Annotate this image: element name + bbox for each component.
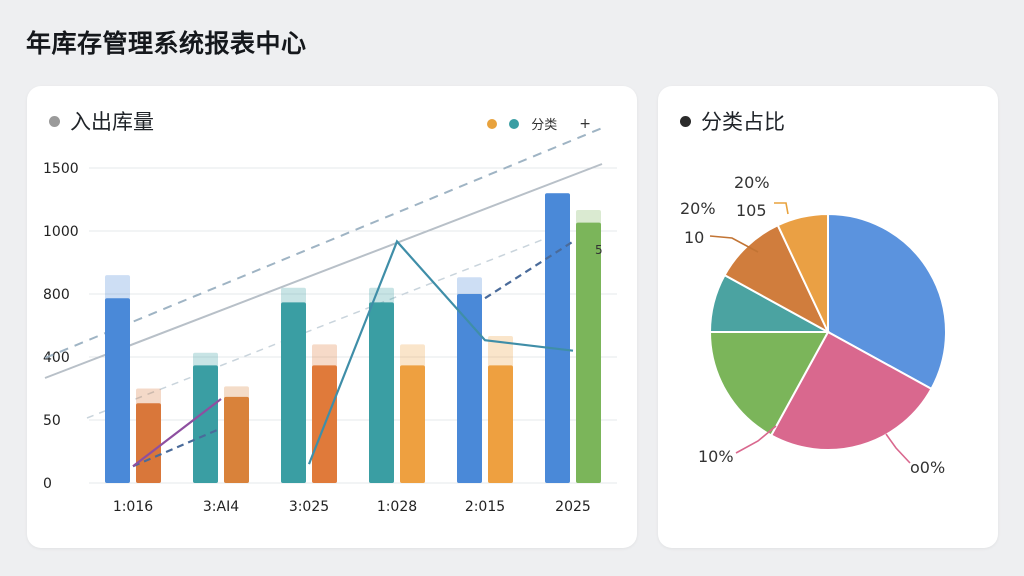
y-tick-label: 800	[43, 287, 70, 303]
bar	[488, 365, 513, 483]
x-tick-label: 2:015	[465, 499, 505, 515]
bar	[281, 302, 306, 483]
series-line	[307, 239, 574, 465]
category-share-title-text: 分类占比	[701, 110, 785, 134]
category-share-title: 分类占比	[680, 106, 785, 136]
series-line	[132, 240, 574, 468]
trend-line-upper	[44, 125, 608, 359]
pie-slice	[708, 331, 830, 437]
y-tick-label: 1500	[43, 161, 79, 177]
y-tick-label: 50	[43, 413, 61, 429]
bar	[193, 365, 218, 483]
inout-chart-title-text: 入出库量	[70, 110, 154, 134]
bar	[545, 193, 570, 483]
category-share-card: 分类占比 20% 20% 105 10 10% o0%	[658, 86, 998, 548]
y-tick-label: 400	[43, 350, 70, 366]
pie-label: 20%	[734, 173, 770, 192]
inout-bar-chart: 0 50 400 800 1000 1500 5 1:016 3:AI4 3:025 1:028 2:…	[43, 125, 617, 515]
legend-swatch-orange	[487, 118, 498, 129]
pie-slice	[827, 212, 947, 391]
line-end-label: 5	[595, 243, 603, 257]
title-dot-icon	[680, 115, 691, 127]
pie-label: 20%	[680, 199, 716, 218]
bar	[105, 298, 130, 483]
bar	[457, 294, 482, 483]
category-pie-chart: 20% 20% 105 10 10% o0%	[680, 173, 947, 477]
trend-line-lower	[86, 233, 558, 419]
pie-label: 105	[736, 201, 767, 220]
bar	[576, 222, 601, 483]
pie-slice	[769, 330, 933, 451]
pie-label: 10	[684, 228, 704, 247]
bar	[136, 403, 161, 483]
pie-slice	[776, 212, 829, 333]
page-title: 年库存管理系统报表中心	[26, 29, 307, 58]
pie-leader-line	[735, 425, 777, 454]
pie-leader-line	[774, 202, 789, 215]
legend-swatch-teal	[509, 118, 520, 129]
bar	[369, 302, 394, 483]
title-dot-icon	[49, 115, 60, 127]
trend-line-middle	[44, 163, 603, 379]
bar	[400, 365, 425, 483]
inout-chart-card: 入出库量 分类 + 0 50 400 800 1000 1500 5 1:016 3:AI4 3:…	[27, 86, 637, 548]
y-tick-label: 0	[43, 476, 52, 492]
inout-chart-title: 入出库量	[49, 106, 154, 136]
x-tick-label: 1:016	[113, 499, 153, 515]
legend-label: 分类	[531, 118, 558, 133]
chart-legend: 分类 +	[475, 114, 591, 133]
legend-extra: +	[579, 115, 591, 132]
x-tick-label: 1:028	[377, 499, 417, 515]
x-tick-label: 2025	[555, 499, 591, 515]
pie-leader-line	[885, 433, 911, 464]
x-tick-label: 3:AI4	[203, 499, 239, 515]
pie-label: o0%	[910, 458, 945, 477]
bar	[224, 396, 249, 483]
pie-label: 10%	[698, 447, 734, 466]
x-tick-label: 3:025	[289, 499, 329, 515]
pie-leader-line	[709, 235, 759, 253]
y-tick-label: 1000	[43, 224, 79, 240]
series-line	[132, 398, 222, 468]
